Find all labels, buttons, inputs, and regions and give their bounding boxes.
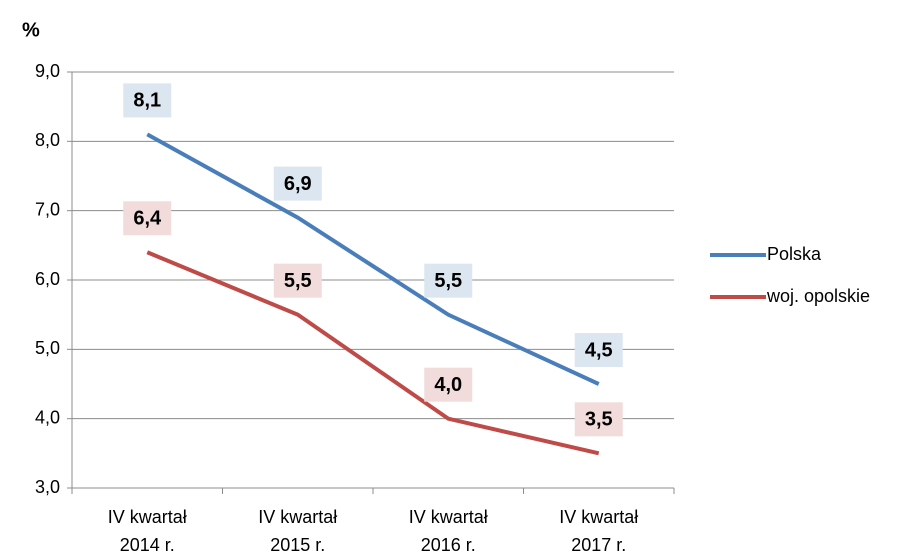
value-label: 5,5 xyxy=(284,270,312,292)
value-label: 6,4 xyxy=(133,208,162,230)
value-label-box xyxy=(123,201,172,236)
value-label-box xyxy=(424,367,473,402)
value-label: 6,9 xyxy=(284,173,312,195)
y-axis-label: % xyxy=(22,19,40,41)
value-label-box xyxy=(574,402,623,437)
x-tick-label: IV kwartał 2015 r. xyxy=(258,507,337,555)
series-line xyxy=(146,250,600,456)
x-tick-label-line: 2015 r. xyxy=(270,535,325,555)
value-label-box xyxy=(123,83,172,118)
legend-label: Polska xyxy=(767,244,822,264)
x-tick-label: IV kwartał 2016 r. xyxy=(409,507,488,555)
legend-label: woj. opolskie xyxy=(766,286,870,306)
x-tick-label-line: 2014 r. xyxy=(120,535,175,555)
y-tick-label: 6,0 xyxy=(35,269,60,289)
value-label-box xyxy=(273,166,322,201)
value-label-box xyxy=(273,263,322,298)
y-tick-label: 9,0 xyxy=(35,61,60,81)
value-label: 4,5 xyxy=(585,339,613,361)
value-label-box xyxy=(574,333,623,367)
series-line xyxy=(146,132,600,386)
x-tick-label-line: IV kwartał xyxy=(409,507,488,527)
x-tick-label: IV kwartał 2017 r. xyxy=(559,507,638,555)
value-label-box xyxy=(424,263,473,298)
x-tick-label: IV kwartał 2014 r. xyxy=(108,507,187,555)
y-tick-label: 7,0 xyxy=(35,199,60,219)
value-label: 4,0 xyxy=(434,374,462,396)
x-tick-label-line: IV kwartał xyxy=(559,507,638,527)
x-tick-label-line: IV kwartał xyxy=(258,507,337,527)
y-tick-label: 5,0 xyxy=(35,338,60,358)
y-tick-label: 8,0 xyxy=(35,130,60,150)
x-tick-label-line: IV kwartał xyxy=(108,507,187,527)
value-label: 5,5 xyxy=(434,270,462,292)
x-tick-label-line: 2016 r. xyxy=(421,535,476,555)
x-tick-label-line: 2017 r. xyxy=(571,535,626,555)
y-tick-label: 4,0 xyxy=(35,407,60,427)
value-label: 8,1 xyxy=(133,90,161,112)
value-label: 3,5 xyxy=(585,409,613,431)
y-tick-label: 3,0 xyxy=(35,477,60,497)
